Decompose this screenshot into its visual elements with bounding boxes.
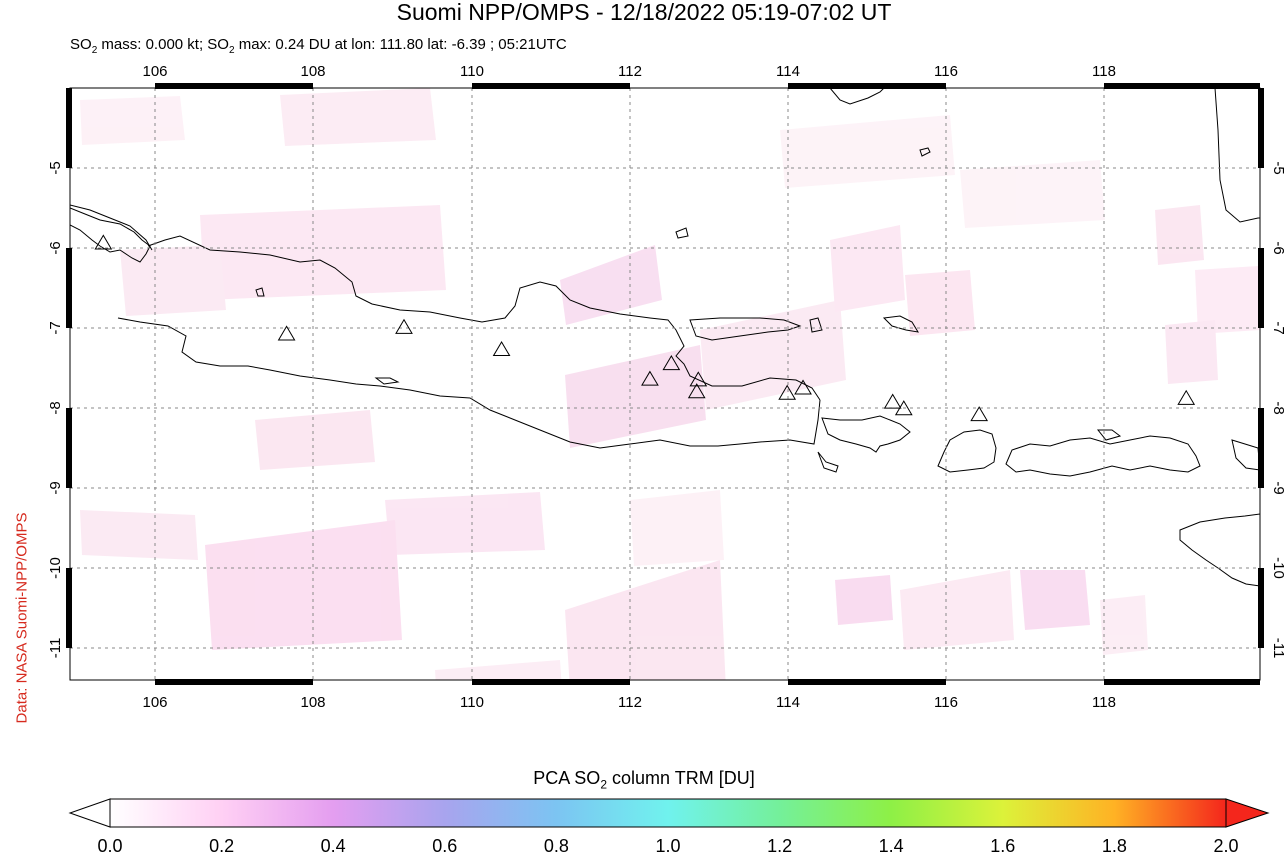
lat-label-left-11: -11	[47, 638, 64, 659]
lat-label-right-9: -9	[1270, 481, 1287, 494]
volcano-marker	[492, 340, 511, 357]
volcano-marker	[277, 325, 296, 341]
lon-label-bottom-110: 110	[460, 694, 484, 711]
map-title: Suomi NPP/OMPS - 12/18/2022 05:19-07:02 …	[396, 0, 892, 25]
lon-label-top-118: 118	[1092, 63, 1116, 80]
lat-label-left-10: -10	[47, 557, 64, 579]
lat-label-right-11: -11	[1270, 638, 1287, 659]
lon-label-top-114: 114	[776, 63, 800, 80]
colorbar-tick-6: 1.2	[767, 836, 792, 855]
so2-summary: SO2 mass: 0.000 kt; SO2 max: 0.24 DU at …	[70, 36, 567, 56]
lon-label-bottom-108: 108	[300, 694, 325, 711]
lat-label-left-9: -9	[47, 481, 64, 494]
volcano-marker	[1177, 389, 1196, 405]
colorbar-tick-0: 0.0	[97, 836, 122, 855]
colorbar-gradient	[109, 798, 1227, 828]
volcano-marker	[883, 393, 902, 409]
volcano-marker	[94, 234, 113, 250]
lat-label-left-5: -5	[47, 161, 64, 174]
volcano-marker	[395, 318, 413, 334]
colorbar-min-arrow	[68, 798, 111, 828]
lat-label-right-5: -5	[1270, 161, 1287, 174]
volcano-marker	[894, 400, 913, 416]
colorbar-tick-1: 0.2	[209, 836, 234, 855]
colorbar-tick-2: 0.4	[321, 836, 346, 855]
volcano-marker	[662, 355, 681, 371]
colorbar-title: PCA SO2 column TRM [DU]	[533, 768, 755, 792]
lon-label-top-108: 108	[300, 63, 325, 80]
volcano-markers	[94, 234, 1196, 422]
lat-label-left-7: -7	[47, 321, 64, 334]
lon-label-top-110: 110	[460, 63, 484, 80]
colorbar-tick-9: 1.8	[1102, 836, 1127, 855]
colorbar-tick-5: 1.0	[655, 836, 680, 855]
volcano-marker	[687, 383, 706, 399]
colorbar-max-arrow	[1225, 798, 1270, 828]
graticule	[70, 88, 1260, 680]
lon-label-bottom-106: 106	[142, 694, 167, 711]
lon-label-bottom-112: 112	[618, 694, 642, 711]
lon-label-top-112: 112	[618, 63, 642, 80]
colorbar-tick-7: 1.4	[879, 836, 904, 855]
lon-label-bottom-116: 116	[934, 694, 958, 711]
colorbar-tick-3: 0.6	[432, 836, 457, 855]
lat-label-right-10: -10	[1270, 557, 1287, 579]
lon-label-top-106: 106	[142, 63, 167, 80]
volcano-marker	[778, 384, 797, 400]
lat-label-right-8: -8	[1270, 401, 1287, 414]
lon-label-bottom-114: 114	[776, 694, 800, 711]
colorbar	[68, 798, 1270, 828]
lat-label-right-6: -6	[1270, 241, 1287, 254]
volcano-marker	[641, 370, 659, 386]
lat-label-right-7: -7	[1270, 321, 1287, 334]
colorbar-tick-8: 1.6	[990, 836, 1015, 855]
lat-label-left-6: -6	[47, 241, 64, 254]
volcano-marker	[970, 406, 989, 422]
coastlines	[70, 88, 1260, 587]
lon-label-bottom-118: 118	[1092, 694, 1116, 711]
lat-label-left-8: -8	[47, 401, 64, 414]
volcano-marker	[794, 379, 812, 395]
map-border	[66, 83, 1264, 685]
colorbar-tick-10: 2.0	[1213, 836, 1238, 855]
lon-label-top-116: 116	[934, 63, 958, 80]
colorbar-tick-4: 0.8	[544, 836, 569, 855]
